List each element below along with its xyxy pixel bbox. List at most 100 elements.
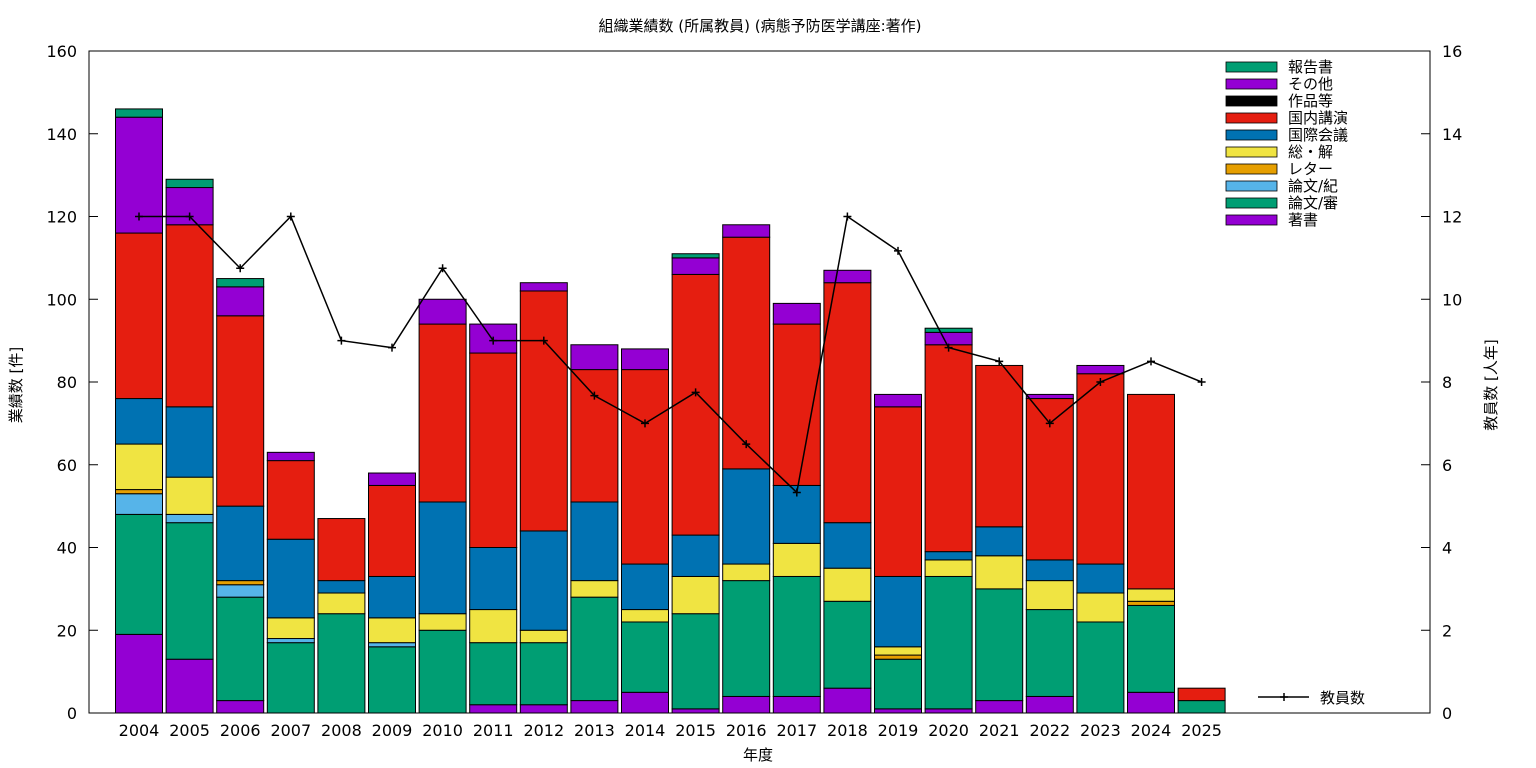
bar-segment bbox=[722, 468, 771, 565]
bar-segment bbox=[570, 580, 619, 598]
y2-tick-label: 0 bbox=[1442, 704, 1452, 723]
bar-segment bbox=[165, 522, 214, 660]
x-tick-label: 2015 bbox=[675, 721, 716, 740]
x-tick-label: 2005 bbox=[169, 721, 210, 740]
bar-segment bbox=[924, 708, 973, 714]
bar-segment bbox=[469, 547, 518, 611]
legend-label: 報告書 bbox=[1288, 58, 1333, 76]
y-tick-label: 160 bbox=[46, 42, 77, 61]
faculty-line-point bbox=[995, 357, 1004, 366]
bar-segment bbox=[165, 476, 214, 515]
bar-segment bbox=[519, 704, 568, 714]
bar-segment bbox=[621, 563, 669, 611]
faculty-line-point bbox=[539, 336, 548, 345]
legend-swatch bbox=[1225, 112, 1278, 124]
legend-label: 国際会議 bbox=[1288, 126, 1348, 144]
bar-segment bbox=[772, 695, 821, 714]
legend-label: その他 bbox=[1288, 75, 1333, 93]
y-tick-label: 20 bbox=[57, 621, 77, 640]
x-tick-label: 2021 bbox=[979, 721, 1020, 740]
faculty-line-point bbox=[286, 212, 295, 221]
faculty-line-point bbox=[742, 440, 751, 449]
bar-segment bbox=[722, 236, 771, 470]
bar-segment bbox=[1076, 621, 1125, 714]
bar-segment bbox=[772, 542, 821, 577]
faculty-line-point bbox=[843, 212, 852, 221]
bar-segment bbox=[469, 609, 518, 644]
faculty-line-point bbox=[1197, 378, 1206, 386]
x-tick-label: 2006 bbox=[220, 721, 261, 740]
x-tick-label: 2011 bbox=[473, 721, 514, 740]
y-tick-label: 0 bbox=[67, 704, 77, 723]
faculty-line-point bbox=[1045, 419, 1054, 428]
x-axis-label: 年度 bbox=[743, 746, 773, 764]
faculty-line-path bbox=[139, 215, 1202, 494]
bar-segment bbox=[621, 369, 669, 565]
bar-segment bbox=[823, 687, 872, 714]
x-tick-label: 2024 bbox=[1131, 721, 1172, 740]
legend-swatch bbox=[1225, 146, 1278, 158]
bar-segment bbox=[975, 526, 1024, 557]
x-tick-label: 2018 bbox=[827, 721, 868, 740]
bar-segment bbox=[317, 613, 366, 714]
bar-segment bbox=[874, 654, 922, 660]
y-tick-label: 140 bbox=[46, 125, 77, 144]
bar-segment bbox=[266, 642, 315, 714]
bar-segment bbox=[115, 108, 163, 118]
bar-segment bbox=[165, 406, 214, 478]
y2-tick-label: 10 bbox=[1442, 290, 1462, 309]
bar-segment bbox=[266, 638, 315, 644]
bar-segment bbox=[519, 530, 568, 631]
bar-segment bbox=[266, 617, 315, 640]
bar-segment bbox=[621, 609, 669, 623]
bar-segment bbox=[418, 323, 467, 503]
faculty-line-point bbox=[944, 343, 953, 352]
bar-segment bbox=[115, 493, 163, 515]
bar-segment bbox=[317, 580, 366, 594]
bar-segment bbox=[519, 282, 568, 292]
bar-segment bbox=[469, 704, 518, 714]
legend-label: 作品等 bbox=[1288, 92, 1333, 110]
bar-segment bbox=[570, 369, 619, 503]
bar-segment bbox=[1076, 364, 1125, 375]
bar-segment bbox=[165, 513, 214, 524]
bar-segment bbox=[469, 642, 518, 706]
legend-label: 論文/審 bbox=[1288, 194, 1338, 212]
bar-segment bbox=[368, 646, 416, 714]
bar-segment bbox=[115, 398, 163, 445]
legend-line-marker bbox=[1280, 693, 1288, 701]
legend-swatch bbox=[1225, 197, 1278, 209]
x-tick-label: 2019 bbox=[878, 721, 919, 740]
bar-segment bbox=[216, 700, 265, 714]
y2-tick-label: 2 bbox=[1442, 621, 1452, 640]
bar-segment bbox=[924, 344, 973, 553]
faculty-line-point bbox=[1096, 378, 1105, 386]
bar-segment bbox=[823, 522, 872, 569]
bar-segment bbox=[266, 460, 315, 540]
bar-segment bbox=[924, 575, 973, 710]
bar-segment bbox=[1177, 700, 1226, 714]
y-tick-label: 40 bbox=[57, 539, 77, 558]
bar-segment bbox=[1127, 604, 1175, 693]
bar-segment bbox=[418, 629, 467, 714]
bar-segment bbox=[115, 232, 163, 400]
bar-segment bbox=[1025, 393, 1074, 400]
y-tick-label: 60 bbox=[57, 456, 77, 475]
bar-segment bbox=[165, 178, 214, 189]
faculty-line-point bbox=[489, 336, 498, 345]
bar-segment bbox=[165, 658, 214, 714]
bar-segment bbox=[519, 642, 568, 706]
bar-segment bbox=[823, 567, 872, 602]
bar-segment bbox=[722, 563, 771, 582]
bar-segment bbox=[671, 708, 720, 714]
bar-segment bbox=[975, 364, 1024, 528]
bar-segment bbox=[570, 501, 619, 582]
bar-segment bbox=[722, 224, 771, 238]
bar-segment bbox=[317, 592, 366, 615]
bar-segment bbox=[115, 489, 163, 495]
bar-segment bbox=[469, 352, 518, 548]
y2-tick-label: 8 bbox=[1442, 373, 1452, 392]
bar-segment bbox=[722, 580, 771, 697]
